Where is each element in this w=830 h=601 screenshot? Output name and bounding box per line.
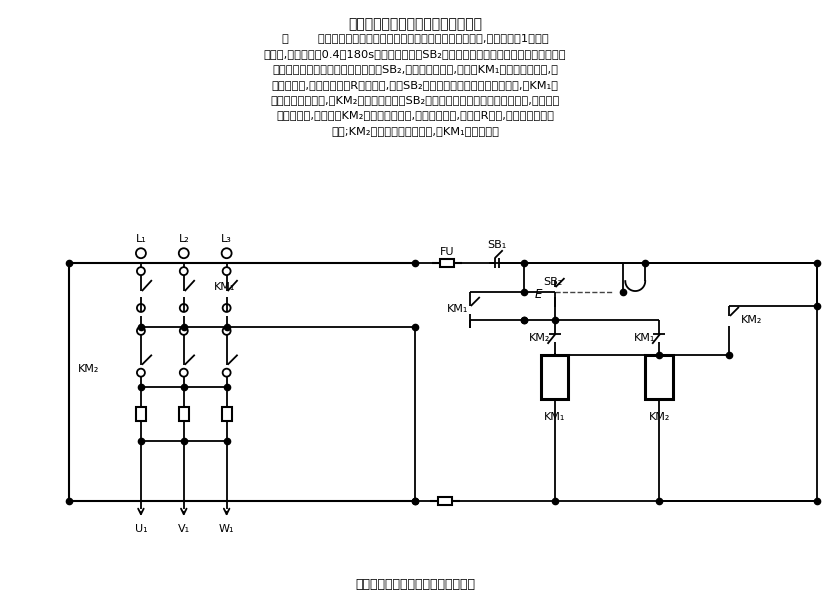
Text: L₃: L₃ [222, 234, 232, 244]
Text: 延时复位按钮控制的电动机控制电路: 延时复位按钮控制的电动机控制电路 [355, 578, 475, 591]
Bar [540, 355, 569, 398]
Text: KM₂: KM₂ [648, 412, 670, 423]
Text: 常开辅助触点闭合,为KM₂得电作准备。待SB₂已断开的延时复位闭合的常闭触点,延时一定: 常开辅助触点闭合,为KM₂得电作准备。待SB₂已断开的延时复位闭合的常闭触点,延… [271, 95, 559, 105]
Text: KM₁: KM₁ [213, 282, 235, 292]
Text: 继电器,其延时范围0.4～180s。延时复位按钮SB₂为在原有一个常开触点基础上增加一个延: 继电器,其延时范围0.4～180s。延时复位按钮SB₂为在原有一个常开触点基础上… [264, 49, 566, 59]
Text: R: R [223, 409, 230, 419]
Text: 运行;KM₂的常闭辅助触点断开,使KM₁失电释放。: 运行;KM₂的常闭辅助触点断开,使KM₁失电释放。 [331, 126, 499, 136]
Bar [440, 259, 454, 267]
Text: R: R [180, 409, 188, 419]
Text: L₁: L₁ [135, 234, 146, 244]
Text: KM₂: KM₂ [530, 333, 550, 343]
Text: R: R [138, 409, 144, 419]
Bar [222, 407, 232, 421]
Text: 主触点闭合,电动机串电阻R降压启动,同时SB₂的延时复位闭合的常闭触点断开,而KM₁的: 主触点闭合,电动机串电阻R降压启动,同时SB₂的延时复位闭合的常闭触点断开,而K… [271, 79, 559, 90]
Text: W₁: W₁ [219, 524, 234, 534]
Text: E: E [535, 287, 542, 300]
Text: 时间后闭合,使接触器KM₂得电吸合并自锁,其主触点闭合,将电阻R短接,电动机进入全压: 时间后闭合,使接触器KM₂得电吸合并自锁,其主触点闭合,将电阻R短接,电动机进入… [276, 111, 554, 120]
Text: L₂: L₂ [178, 234, 189, 244]
Text: KM₂: KM₂ [741, 315, 762, 325]
Text: 图        所示为带延时复位功能按钮控制的电动机降压启动电路,比原电路省1只时间: 图 所示为带延时复位功能按钮控制的电动机降压启动电路,比原电路省1只时间 [281, 33, 549, 43]
Bar [178, 407, 188, 421]
Text: SB₂: SB₂ [543, 277, 562, 287]
Text: KM₁: KM₁ [447, 304, 468, 314]
Text: 时复位闭合的常闭触点的按钮。按下SB₂,其常开触点闭合,接触器KM₁得电吸合并自锁,其: 时复位闭合的常闭触点的按钮。按下SB₂,其常开触点闭合,接触器KM₁得电吸合并自… [272, 64, 558, 74]
Text: U₁: U₁ [134, 524, 147, 534]
Text: 延时复位按钮控制的电动机控制电路: 延时复位按钮控制的电动机控制电路 [348, 17, 482, 31]
Text: V₁: V₁ [178, 524, 190, 534]
Bar [438, 497, 452, 505]
Text: KM₂: KM₂ [78, 364, 100, 374]
Bar [136, 407, 146, 421]
Text: KM₁: KM₁ [634, 333, 655, 343]
Bar [645, 355, 673, 398]
Text: KM₁: KM₁ [544, 412, 565, 423]
Text: SB₁: SB₁ [487, 240, 506, 250]
Text: FU: FU [440, 247, 454, 257]
